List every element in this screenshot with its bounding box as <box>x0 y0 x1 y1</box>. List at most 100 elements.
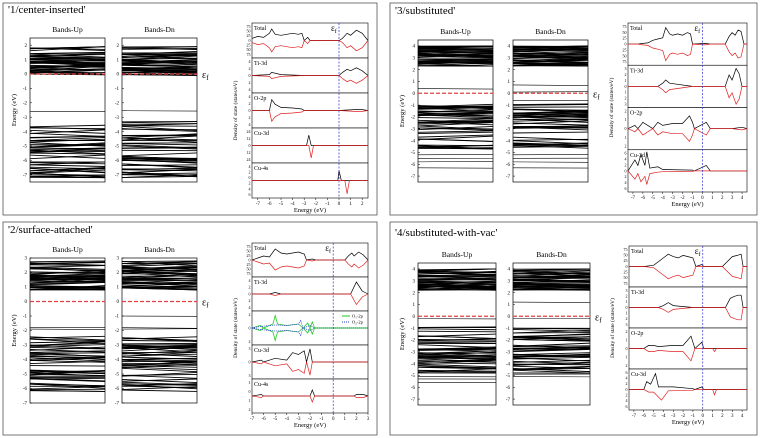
band-line <box>121 60 198 63</box>
band-line <box>121 135 198 141</box>
y-tick-label: -5 <box>115 145 120 150</box>
band-line <box>512 270 591 274</box>
band-line <box>512 285 591 288</box>
x-tick-label: -5 <box>651 196 656 201</box>
band-line <box>417 131 494 135</box>
y-tick-label: 2 <box>25 44 28 49</box>
dos-y-tick-label: 2 <box>249 80 251 85</box>
y-tick-label: 2 <box>25 271 28 276</box>
bands-title: Bands-Dn <box>536 250 567 259</box>
band-line <box>29 340 106 344</box>
dos-y-tick-label: 25 <box>624 258 628 263</box>
band-line <box>121 261 198 265</box>
band-line <box>29 262 106 265</box>
dos-spin-down-curve <box>627 170 747 185</box>
dos-y-tick-label: 6 <box>625 186 627 191</box>
dos-y-tick-label: 2 <box>625 96 627 101</box>
band-line <box>121 54 198 59</box>
x-tick-label: -7 <box>631 196 636 201</box>
band-line <box>121 47 198 51</box>
band-line <box>29 350 106 353</box>
band-line <box>417 268 497 271</box>
band-line <box>121 366 198 371</box>
dos-xlabel: Energy (eV) <box>672 419 704 426</box>
band-line <box>512 352 591 356</box>
band-line <box>121 143 198 146</box>
band-line <box>121 356 198 360</box>
band-line <box>121 134 198 136</box>
panel-2: '2/surface-attached' Bands-Up -7 -6 -5 -4 -3 -2… <box>2 221 378 436</box>
dos-ylabel: Density of state (states/eV) <box>608 77 615 137</box>
band-line <box>417 369 497 372</box>
y-tick-label: -4 <box>506 362 511 367</box>
band-line <box>121 268 198 273</box>
band-line <box>29 377 106 382</box>
y-tick-label: -6 <box>506 163 511 168</box>
band-level <box>512 84 589 86</box>
dos-y-tick-label: 2 <box>249 339 251 344</box>
y-tick-label: -5 <box>23 145 28 150</box>
dos-y-tick-label: 75 <box>623 24 627 29</box>
band-line <box>121 172 198 178</box>
y-tick-label: -1 <box>411 104 416 109</box>
band-ylabel: Energy (eV) <box>399 318 406 350</box>
dos-y-tick-label: 12 <box>247 136 251 141</box>
x-tick-label: 4 <box>741 414 744 419</box>
band-line <box>512 136 589 141</box>
band-line <box>121 389 198 392</box>
x-tick-label: -2 <box>314 202 319 207</box>
band-line <box>417 138 494 143</box>
dos-xlabel: Energy (eV) <box>294 207 326 214</box>
band-line <box>29 132 106 137</box>
band-line <box>121 66 198 70</box>
dos-y-tick-label: 4 <box>249 186 251 191</box>
dos-spin-up-curve <box>629 253 747 267</box>
band-line <box>29 357 106 362</box>
x-tick-label: 2 <box>721 414 724 419</box>
x-tick-label: -3 <box>296 417 301 422</box>
band-line <box>512 355 591 358</box>
dos-xlabel: Energy (eV) <box>294 422 326 429</box>
x-tick-label: 0 <box>332 417 335 422</box>
band-line <box>512 114 589 118</box>
dos-spin-down-curve <box>628 86 747 106</box>
dos-y-tick-label: 0 <box>249 143 251 148</box>
band-level <box>417 161 494 163</box>
band-line <box>29 267 106 272</box>
band-line <box>417 355 497 358</box>
band-line <box>29 280 106 284</box>
y-tick-label: -5 <box>411 151 416 156</box>
y-tick-label: 1 <box>117 58 120 63</box>
dos-spin-down-curve <box>251 395 369 403</box>
dos-spin-down-curve <box>252 145 368 158</box>
band-line <box>417 108 494 113</box>
band-line <box>29 53 106 58</box>
dos-y-tick-label: 0 <box>625 168 627 173</box>
y-tick-label: 1 <box>413 80 416 85</box>
dos-y-tick-label: 50 <box>624 275 628 280</box>
dos-y-tick-label: 75 <box>624 247 628 252</box>
bands-title: Bands-Dn <box>144 25 175 34</box>
y-tick-label: 3 <box>413 279 416 284</box>
y-tick-label: -2 <box>115 102 120 107</box>
y-tick-label: 2 <box>117 271 120 276</box>
dos-y-tick-label: 2 <box>626 393 628 398</box>
y-tick-label: -1 <box>506 104 511 109</box>
band-line <box>29 264 106 266</box>
band-line <box>29 260 106 263</box>
dos-y-tick-label: 0 <box>249 175 251 180</box>
band-line <box>121 71 198 74</box>
x-tick-label: 3 <box>731 414 734 419</box>
band-line <box>512 110 589 114</box>
panel-4: '4/substituted-with-vac' Bands-Up -7 -6 -5 -4… <box>389 221 758 436</box>
band-line <box>512 287 591 291</box>
dos-y-tick-label: 2 <box>249 298 251 303</box>
band-line <box>417 350 497 355</box>
legend-o1-label: O₁-2p <box>352 314 364 319</box>
bands-title: Bands-Up <box>52 245 83 254</box>
band-line <box>121 137 198 143</box>
band-line <box>512 118 589 122</box>
band-line <box>512 48 589 52</box>
band-line <box>512 58 589 63</box>
